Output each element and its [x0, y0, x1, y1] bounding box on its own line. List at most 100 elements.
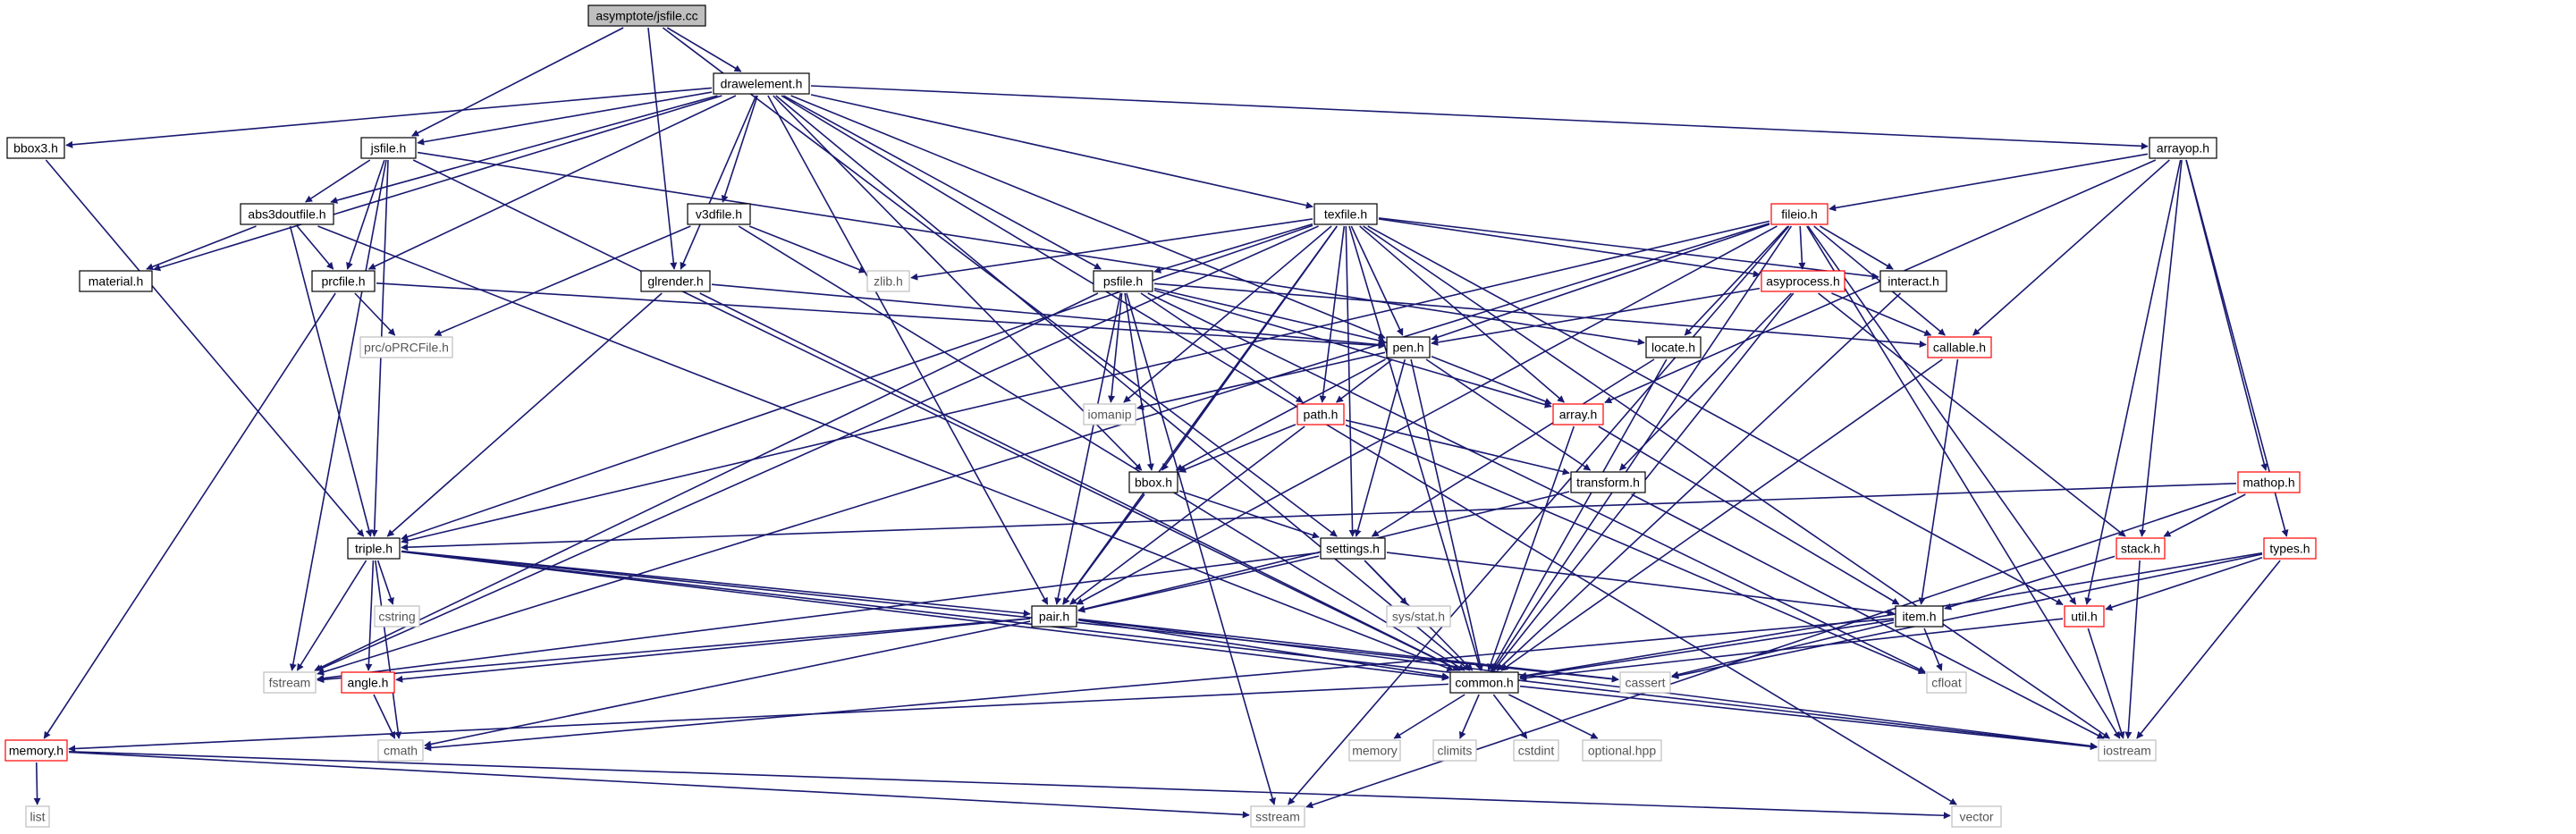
node-label-mathop-h: mathop.h	[2242, 476, 2294, 490]
node-box-common-h	[1449, 671, 1519, 694]
node-box-pen-h	[1386, 336, 1431, 358]
node-label-texfile-h: texfile.h	[1324, 207, 1367, 222]
edge-triple-h-to-fstream	[296, 560, 367, 671]
node-box-glrender-h	[640, 270, 711, 292]
node-path-h[interactable]: path.h	[1296, 403, 1345, 425]
node-stack-h[interactable]: stack.h	[2116, 537, 2166, 560]
node-memory-h[interactable]: memory.h	[4, 739, 68, 762]
edge-array-h-to-item-h	[1598, 425, 1900, 605]
node-drawelement-h[interactable]: drawelement.h	[713, 72, 810, 95]
node-box-zlib-h	[866, 270, 910, 292]
edge-locate-h-to-common-h	[1490, 358, 1668, 671]
edge-drawelement-h-to-bbox3-h	[65, 87, 713, 148]
node-label-list: list	[30, 810, 45, 824]
node-box-triple-h	[347, 537, 401, 560]
edge-interact-h-to-common-h	[1496, 292, 1902, 671]
edge-pair-h-to-cmath	[424, 620, 1031, 748]
node-box-iomanip	[1083, 403, 1136, 425]
node-jsfile-cc[interactable]: asymptote/jsfile.cc	[587, 4, 706, 27]
node-interact-h[interactable]: interact.h	[1879, 270, 1947, 292]
node-label-fileio-h: fileio.h	[1781, 207, 1817, 222]
node-box-sstream	[1250, 805, 1305, 828]
node-vector: vector	[1951, 805, 2002, 828]
node-array-h[interactable]: array.h	[1552, 403, 1604, 425]
edge-angle-h-to-cmath	[373, 694, 396, 739]
node-box-bbox3-h	[6, 137, 65, 159]
edge-asyprocess-h-to-pen-h	[1431, 287, 1761, 346]
node-layer: asymptote/jsfile.cc drawelement.h bbox3.h j…	[4, 4, 2317, 828]
node-label-cmath: cmath	[384, 744, 418, 758]
node-texfile-h[interactable]: texfile.h	[1313, 203, 1378, 225]
node-callable-h[interactable]: callable.h	[1927, 336, 1992, 358]
node-label-zlib-h: zlib.h	[874, 274, 903, 289]
edge-memory-h-to-sstream	[68, 751, 1250, 819]
edge-glrender-h-to-pen-h	[711, 283, 1386, 349]
edge-settings-h-to-item-h	[1386, 552, 1895, 617]
node-label-common-h: common.h	[1455, 676, 1513, 690]
node-label-path-h: path.h	[1304, 408, 1339, 422]
node-label-memory-h: memory.h	[9, 744, 63, 758]
edge-util-h-to-common-h	[1519, 618, 2064, 682]
node-common-h[interactable]: common.h	[1449, 671, 1519, 694]
node-box-cmath	[377, 739, 424, 762]
node-label-prc-oPRCFile-h: prc/oPRCFile.h	[364, 341, 449, 355]
edge-asyprocess-h-to-callable-h	[1831, 292, 1932, 336]
node-asyprocess-h[interactable]: asyprocess.h	[1761, 270, 1845, 292]
node-box-angle-h	[341, 671, 395, 694]
node-psfile-h[interactable]: psfile.h	[1093, 270, 1153, 292]
edge-psfile-h-to-sstream	[1126, 292, 1276, 805]
node-prc-oPRCFile-h: prc/oPRCFile.h	[359, 336, 453, 358]
node-fileio-h[interactable]: fileio.h	[1770, 203, 1829, 225]
edge-pen-h-to-bbox-h	[1175, 358, 1386, 471]
node-label-bbox3-h: bbox3.h	[13, 141, 58, 156]
node-label-material-h: material.h	[89, 274, 143, 289]
node-label-sys-stat-h: sys/stat.h	[1392, 610, 1445, 624]
node-v3dfile-h[interactable]: v3dfile.h	[687, 203, 751, 225]
node-util-h[interactable]: util.h	[2064, 605, 2105, 628]
edge-psfile-h-to-iomanip	[1108, 292, 1123, 403]
node-glrender-h[interactable]: glrender.h	[640, 270, 711, 292]
edge-jsfile-h-to-locate-h	[417, 151, 1645, 346]
node-label-triple-h: triple.h	[355, 542, 393, 556]
edge-bbox-h-to-settings-h	[1178, 490, 1320, 539]
node-material-h[interactable]: material.h	[79, 270, 153, 292]
edge-array-h-to-common-h	[1487, 425, 1575, 671]
edge-item-h-to-common-h	[1519, 619, 1895, 680]
edge-asyprocess-h-to-stack-h	[1818, 292, 2126, 537]
node-prcfile-h[interactable]: prcfile.h	[311, 270, 376, 292]
node-box-arrayop-h	[2149, 137, 2217, 159]
node-arrayop-h[interactable]: arrayop.h	[2149, 137, 2217, 159]
edge-triple-h-to-common-h	[401, 551, 1449, 681]
node-item-h[interactable]: item.h	[1895, 605, 1944, 628]
node-triple-h[interactable]: triple.h	[347, 537, 401, 560]
edge-drawelement-h-to-bbox-h	[773, 95, 1143, 471]
node-transform-h[interactable]: transform.h	[1570, 471, 1646, 493]
edge-abs3doutfile-h-to-triple-h	[289, 225, 373, 537]
node-label-transform-h: transform.h	[1576, 476, 1640, 490]
node-bbox3-h[interactable]: bbox3.h	[6, 137, 65, 159]
edge-util-h-to-iostream	[2087, 628, 2125, 739]
edge-mathop-h-to-triple-h	[401, 482, 2237, 552]
node-box-psfile-h	[1093, 270, 1153, 292]
node-settings-h[interactable]: settings.h	[1320, 537, 1386, 560]
node-angle-h[interactable]: angle.h	[341, 671, 395, 694]
node-box-vector	[1951, 805, 2002, 828]
node-pen-h[interactable]: pen.h	[1386, 336, 1431, 358]
node-label-sstream: sstream	[1255, 810, 1300, 824]
node-abs3doutfile-h[interactable]: abs3doutfile.h	[240, 203, 334, 225]
edge-arrayop-h-to-stack-h	[2139, 159, 2183, 537]
node-box-drawelement-h	[713, 72, 810, 95]
node-locate-h[interactable]: locate.h	[1645, 336, 1702, 358]
node-iomanip: iomanip	[1083, 403, 1136, 425]
edge-triple-h-to-angle-h	[365, 560, 375, 671]
node-jsfile-h[interactable]: jsfile.h	[360, 137, 417, 159]
node-bbox-h[interactable]: bbox.h	[1128, 471, 1178, 493]
node-types-h[interactable]: types.h	[2263, 537, 2317, 560]
node-label-jsfile-h: jsfile.h	[370, 141, 407, 156]
node-label-locate-h: locate.h	[1651, 341, 1695, 355]
node-pair-h[interactable]: pair.h	[1031, 605, 1077, 628]
node-label-callable-h: callable.h	[1933, 341, 1986, 355]
edge-fileio-h-to-triple-h	[401, 220, 1770, 544]
node-mathop-h[interactable]: mathop.h	[2237, 471, 2301, 493]
